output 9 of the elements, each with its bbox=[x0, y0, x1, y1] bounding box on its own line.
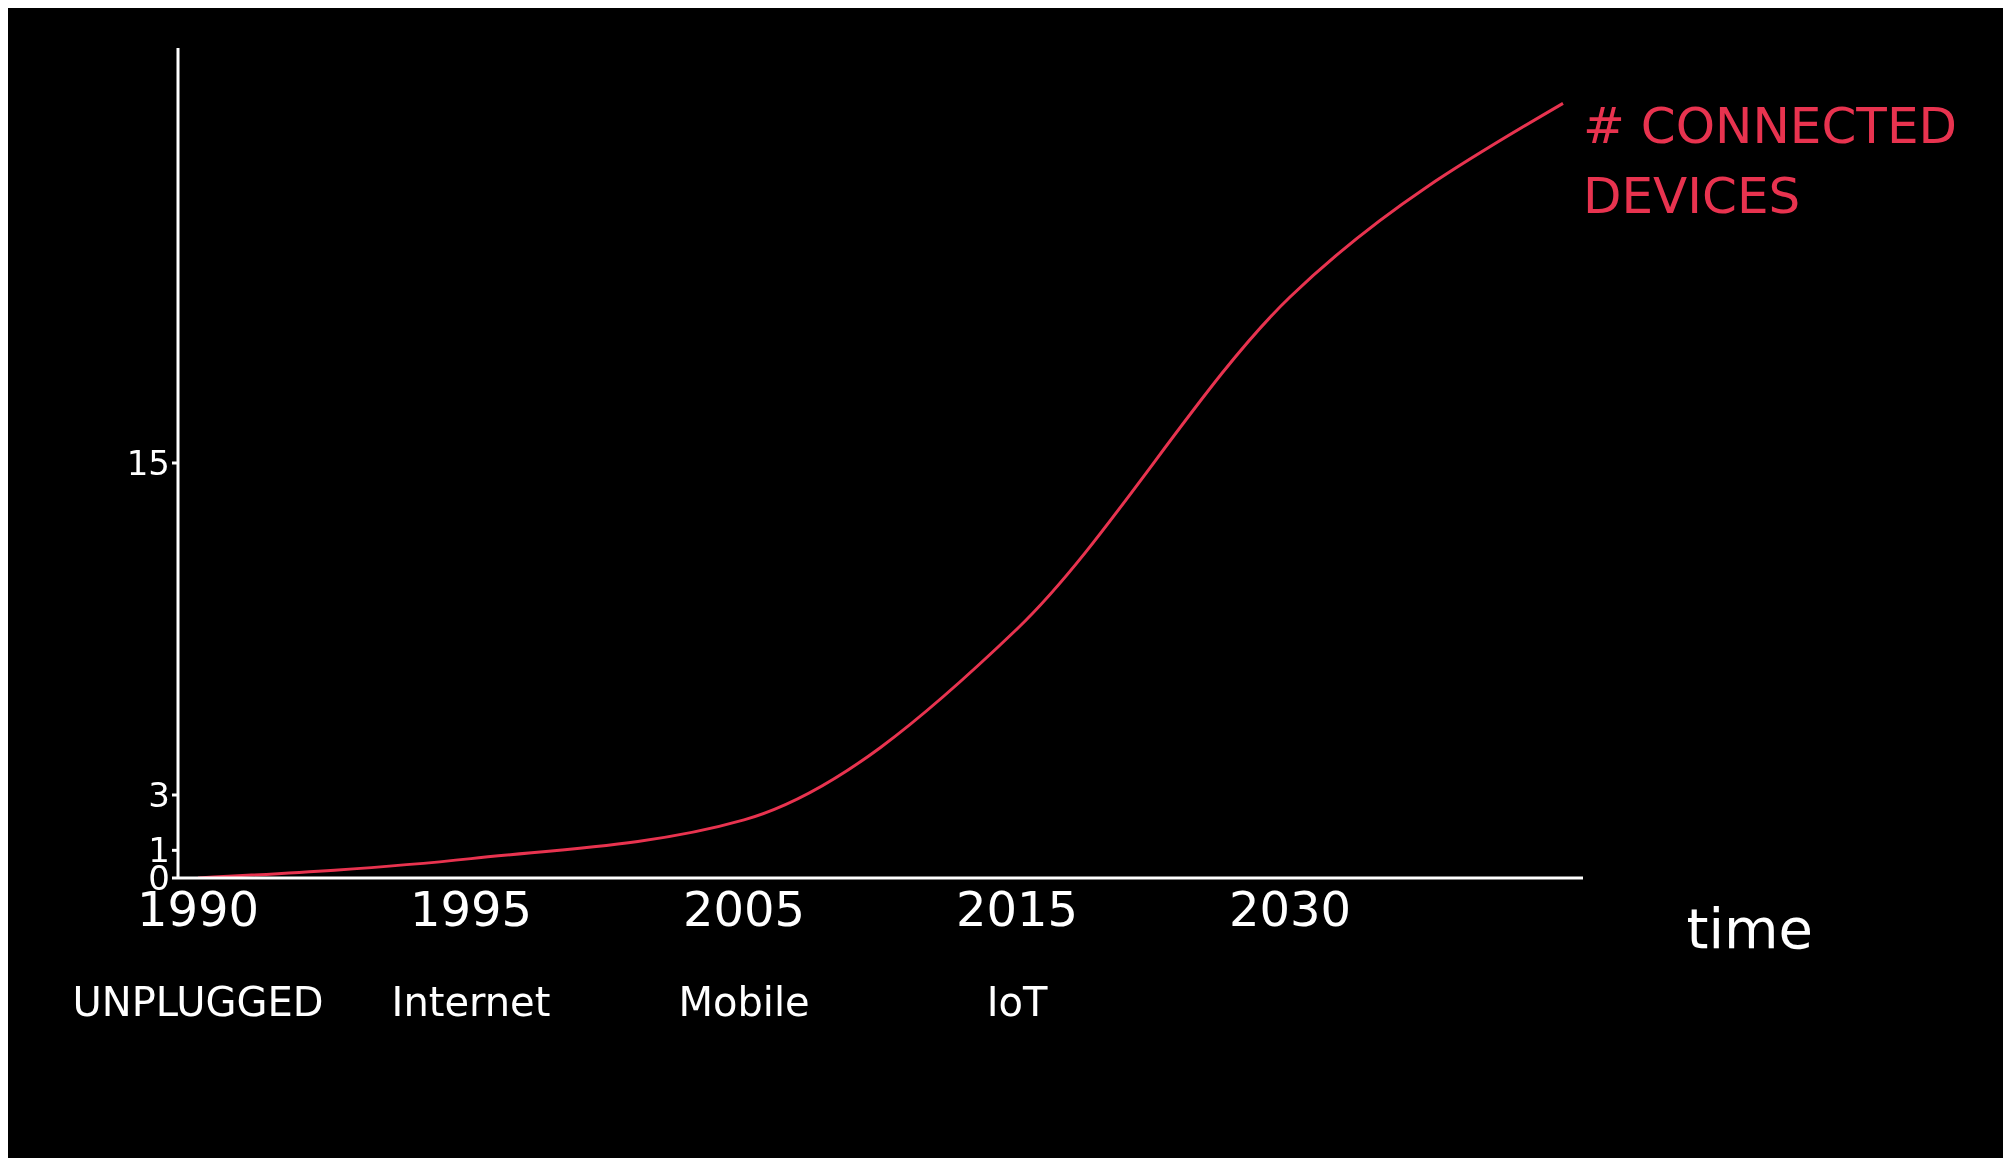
x-tick-label: 2005 Mobile bbox=[678, 881, 810, 1025]
series-label: # CONNECTED DEVICES bbox=[1583, 97, 1957, 226]
y-tick-label: 3 bbox=[148, 775, 170, 816]
line-series bbox=[196, 101, 1565, 878]
x-tick-label: 2030 bbox=[1228, 881, 1352, 937]
x-tick-label: 1995 Internet bbox=[391, 881, 551, 1025]
y-tick-label: 15 bbox=[126, 443, 170, 484]
x-axis-title: time bbox=[1686, 896, 1813, 961]
x-tick-label: 2015 IoT bbox=[955, 881, 1079, 1025]
